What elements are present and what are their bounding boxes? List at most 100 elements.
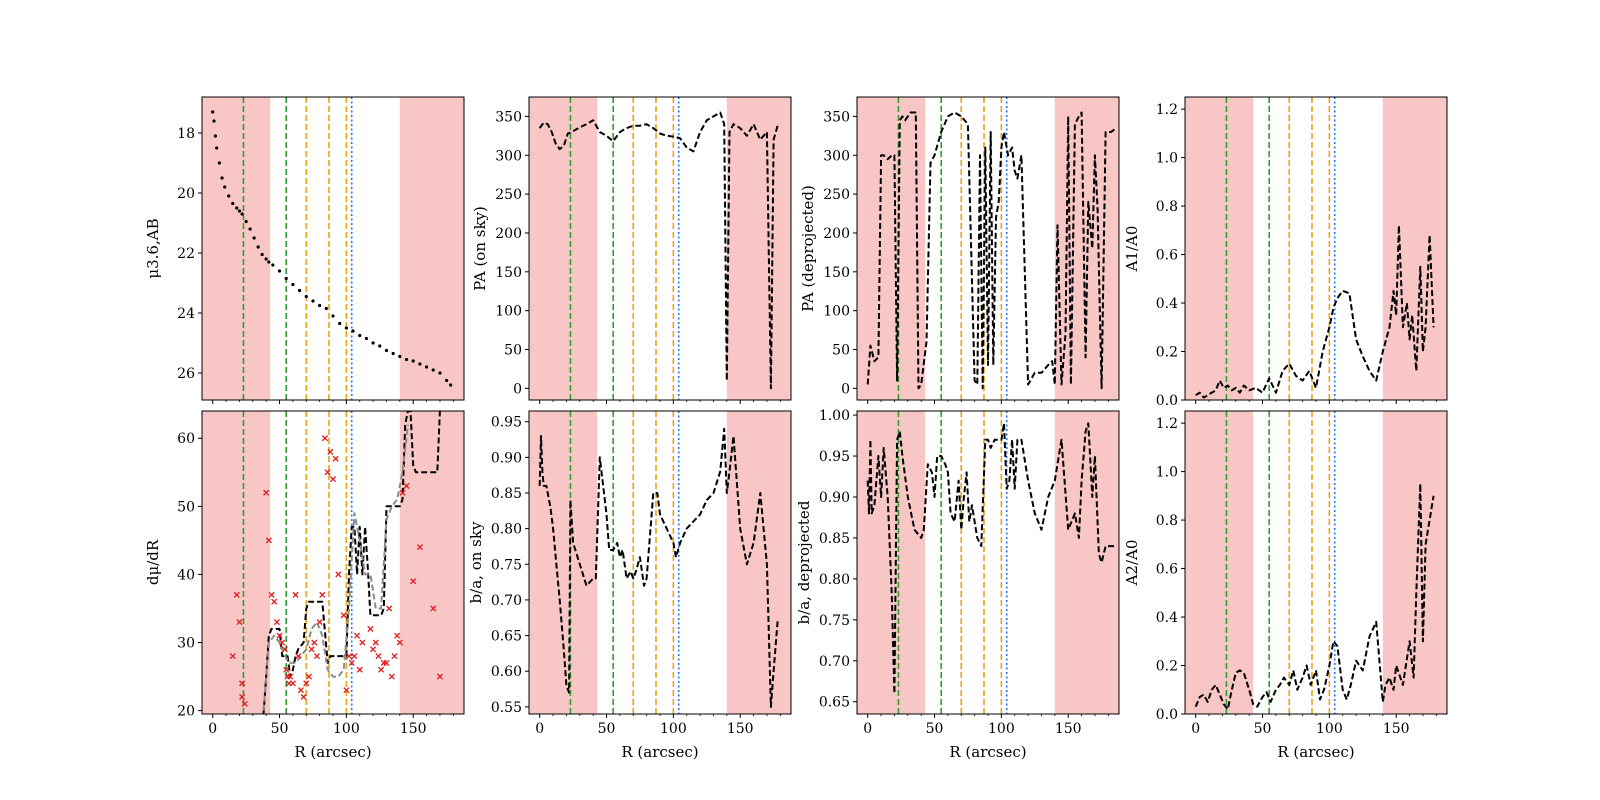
y-tick-label: 100 [823,304,850,320]
panel-a2a0: 0 50 100 150 0.0 0.2 0.4 0.6 0.8 1.0 1.2 R (arcsec)… [1123,410,1448,761]
shaded-region [202,411,271,714]
x-tick-label: 0 [535,721,544,737]
data-marker [345,653,353,660]
y-tick-label: 18 [177,126,195,142]
panel-body [529,97,791,400]
panel-mu: 18 20 22 24 26 μ3.6,AB [144,96,465,404]
series-raw [262,424,409,711]
data-point [318,303,322,308]
y-tick-label: 40 [177,567,195,583]
series-PA [538,111,779,390]
y-axis-label: b/a, deprojected [795,500,813,624]
data-point [212,119,216,123]
y-tick-label: 24 [177,306,195,322]
x-tick-label: 100 [988,721,1015,737]
data-marker [359,639,366,646]
panel-body [202,97,464,400]
panel-pa_deproj: 0 50 100 150 200 250 300 350 PA (deprojected) [799,96,1120,404]
y-axis-label: PA (on sky) [471,206,489,291]
y-tick-label: 0.85 [819,531,850,547]
y-tick-label: 150 [823,265,850,281]
data-marker [372,639,379,646]
shaded-region [1382,411,1447,714]
panel-body [1185,97,1447,400]
shaded-region [399,97,464,400]
y-tick-label: 1.0 [1156,151,1178,167]
data-point [271,263,275,267]
data-marker [283,666,290,673]
data-point [284,276,288,281]
data-marker [268,591,275,598]
shaded-region [399,411,464,714]
data-marker [403,482,410,489]
data-marker [356,666,363,673]
y-tick-label: 0.8 [1156,513,1178,529]
x-axis-label: R (arcsec) [949,743,1026,761]
data-marker [399,489,406,496]
panel-a1a0: 0.0 0.2 0.4 0.6 0.8 1.0 1.2 A1/A0 [1123,96,1448,409]
data-marker [383,659,390,666]
x-tick-label: 50 [598,721,616,737]
y-tick-label: 0.70 [491,593,522,609]
series-b/a [538,427,779,708]
data-marker [289,680,296,687]
data-marker [388,673,395,680]
data-point [424,365,429,369]
x-tick-label: 150 [1383,721,1410,737]
x-tick-label: 150 [400,721,427,737]
y-tick-label: 0.0 [1156,707,1178,723]
y-tick-label: 350 [823,109,850,125]
x-tick-label: 50 [1254,721,1272,737]
data-marker [295,653,302,660]
data-marker [265,537,272,544]
data-marker [313,653,321,660]
x-axis-label: R (arcsec) [294,743,371,761]
data-point [391,351,395,356]
data-point [235,206,239,210]
data-point [378,344,382,348]
x-axis-label: R (arcsec) [1277,743,1354,761]
data-point [297,288,302,293]
data-marker [297,687,304,694]
data-point [252,236,256,240]
data-point [364,336,369,341]
shaded-region [726,97,791,400]
y-tick-label: 0.75 [819,613,850,629]
data-point [324,306,328,311]
y-tick-label: 30 [177,636,195,652]
y-tick-label: 20 [177,704,195,720]
data-marker [430,605,437,612]
panel-ba_sky: 0 50 100 150 0.55 0.60 0.65 0.70 0.75 0.80 0.85 0.9… [467,410,792,761]
panel-ba_deproj: 0 50 100 150 0.65 0.70 0.75 0.80 0.85 0.90 0.95 1.0… [795,408,1120,761]
x-tick-label: 150 [727,721,754,737]
y-tick-label: 0.80 [491,522,522,538]
y-tick-label: 0 [841,381,850,397]
data-marker [239,680,246,687]
series-b/a [866,422,1117,695]
y-tick-label: 50 [504,343,522,359]
data-marker [375,653,382,660]
data-point [438,371,442,375]
data-marker [279,639,286,646]
data-marker [276,632,283,639]
x-axis-label: R (arcsec) [621,743,698,761]
y-tick-label: 0.90 [491,450,522,466]
data-marker [351,653,358,660]
data-marker [300,693,307,701]
series-smoothed [262,411,443,714]
data-marker [391,653,398,660]
y-tick-label: 0.4 [1156,296,1178,312]
data-point [304,294,308,299]
shaded-region [1185,97,1254,400]
data-marker [367,625,374,632]
data-point [398,354,402,359]
data-marker [239,693,246,701]
panel-pa_sky: 0 50 100 150 200 250 300 350 PA (on sky) [471,96,792,404]
data-point [277,269,282,273]
data-marker [271,598,278,605]
data-point [267,260,271,264]
y-tick-label: 1.2 [1156,416,1178,432]
data-marker [332,455,339,462]
y-tick-label: 300 [495,148,522,164]
